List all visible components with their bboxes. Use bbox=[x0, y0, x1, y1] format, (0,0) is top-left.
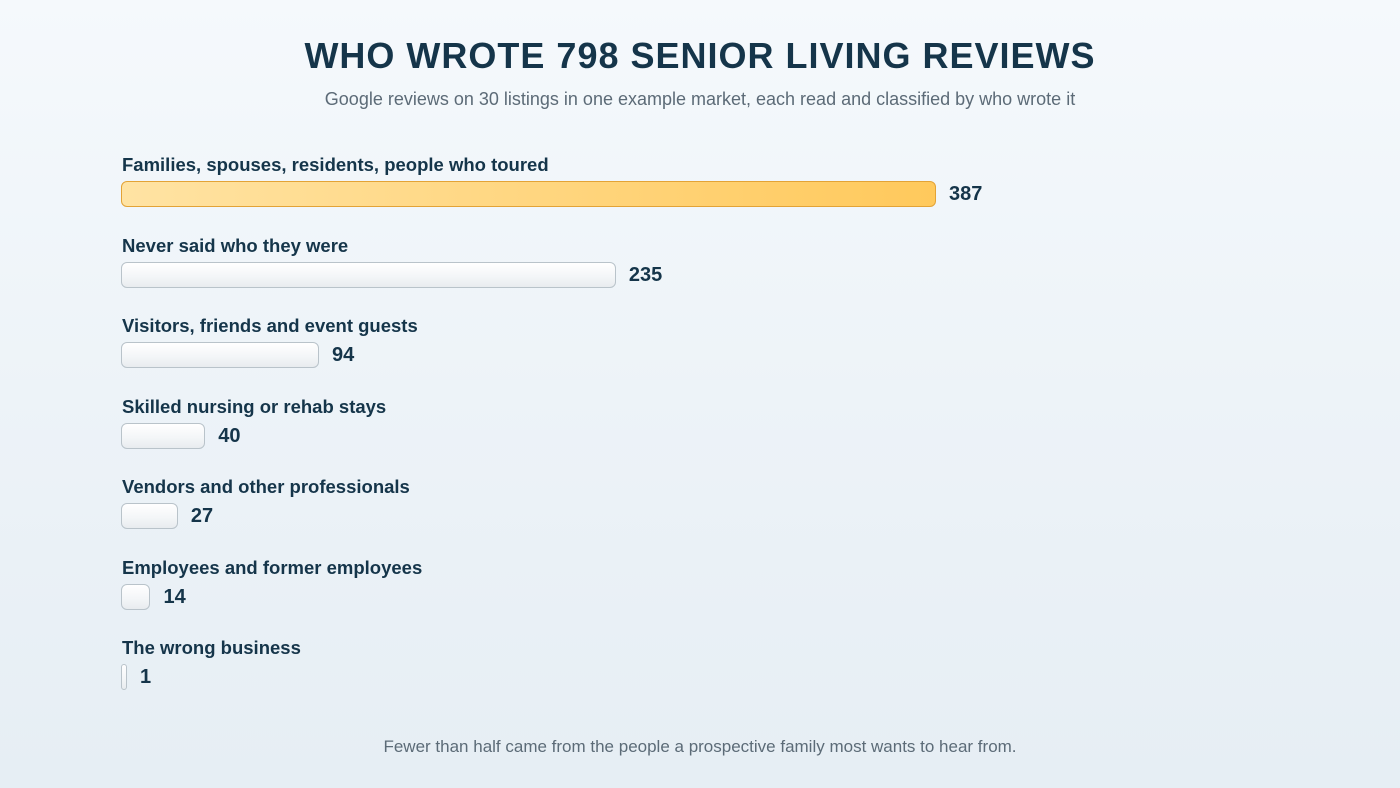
bar-value-label: 235 bbox=[628, 263, 663, 286]
bar bbox=[121, 664, 127, 690]
bar bbox=[121, 503, 178, 529]
bar-label: Never said who they were bbox=[122, 234, 349, 256]
chart-subtitle: Google reviews on 30 listings in one exa… bbox=[324, 89, 1076, 109]
bar-value-label: 14 bbox=[163, 585, 186, 608]
bar-chart: Families, spouses, residents, people who… bbox=[121, 152, 1271, 716]
bar-value-label: 1 bbox=[140, 666, 152, 688]
bar-row: Never said who they were 235 bbox=[121, 233, 1271, 314]
bar bbox=[121, 583, 151, 610]
bar-value-label: 387 bbox=[949, 183, 983, 205]
bar-value-label: 94 bbox=[331, 344, 355, 366]
bar bbox=[121, 342, 319, 368]
bar-label: Employees and former employees bbox=[122, 556, 423, 578]
bar-row: Employees and former employees 14 bbox=[121, 555, 1271, 636]
bar-label: Skilled nursing or rehab stays bbox=[122, 395, 387, 417]
bar-label: Visitors, friends and event guests bbox=[122, 315, 418, 336]
chart-title: WHO WROTE 798 SENIOR LIVING REVIEWS bbox=[304, 35, 1096, 76]
bar-row: Skilled nursing or rehab stays 40 bbox=[121, 394, 1271, 475]
bar bbox=[121, 422, 206, 449]
bar-row: Visitors, friends and event guests 94 bbox=[121, 313, 1271, 394]
bar-label: The wrong business bbox=[122, 637, 301, 658]
bar-label: Vendors and other professionals bbox=[122, 476, 410, 497]
bar-value-label: 27 bbox=[190, 505, 214, 527]
bar-row: Families, spouses, residents, people who… bbox=[121, 152, 1271, 233]
bar bbox=[121, 261, 616, 288]
bar-label: Families, spouses, residents, people who… bbox=[122, 154, 549, 175]
bar-value-label: 40 bbox=[218, 424, 241, 447]
chart-footnote: Fewer than half came from the people a p… bbox=[383, 737, 1017, 756]
bar-row: Vendors and other professionals 27 bbox=[121, 474, 1271, 555]
bar-row: The wrong business 1 bbox=[121, 635, 1271, 716]
bar bbox=[121, 181, 936, 207]
